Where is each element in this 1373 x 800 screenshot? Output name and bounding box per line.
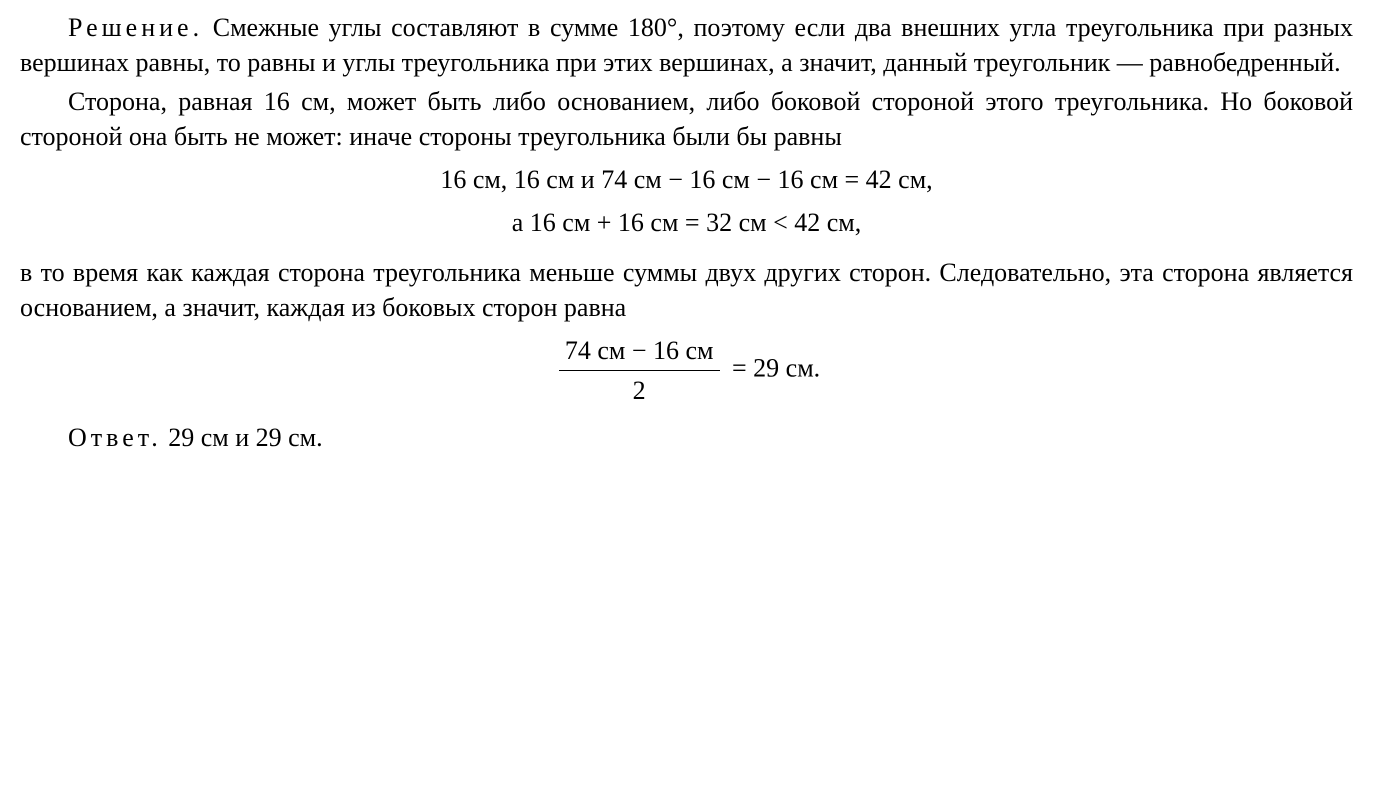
math-block: 16 см, 16 см и 74 см − 16 см − 16 см = 4… bbox=[20, 162, 1353, 240]
solution-paragraph-1: Решение. Смежные углы составляют в сумме… bbox=[20, 10, 1353, 80]
solution-paragraph-3: в то время как каждая сторона треугольни… bbox=[20, 255, 1353, 325]
solution-paragraph-2: Сторона, равная 16 см, может быть либо о… bbox=[20, 84, 1353, 154]
solution-text-2: Сторона, равная 16 см, может быть либо о… bbox=[20, 87, 1353, 151]
math-line-1: 16 см, 16 см и 74 см − 16 см − 16 см = 4… bbox=[20, 162, 1353, 197]
answer-text: 29 см и 29 см. bbox=[162, 423, 323, 452]
fraction-expression: 74 см − 16 см 2 = 29 см. bbox=[20, 333, 1353, 408]
fraction-denominator: 2 bbox=[559, 371, 720, 408]
fraction: 74 см − 16 см 2 bbox=[559, 333, 720, 408]
solution-text-1: Смежные углы составляют в сумме 180°, по… bbox=[20, 13, 1353, 77]
fraction-numerator: 74 см − 16 см bbox=[559, 333, 720, 371]
answer-label: Ответ. bbox=[68, 423, 162, 452]
fraction-result: = 29 см. bbox=[726, 353, 821, 382]
solution-label: Решение. bbox=[68, 13, 203, 42]
answer-paragraph: Ответ. 29 см и 29 см. bbox=[20, 420, 1353, 455]
solution-text-3: в то время как каждая сторона треугольни… bbox=[20, 258, 1353, 322]
math-line-2: а 16 см + 16 см = 32 см < 42 см, bbox=[20, 205, 1353, 240]
